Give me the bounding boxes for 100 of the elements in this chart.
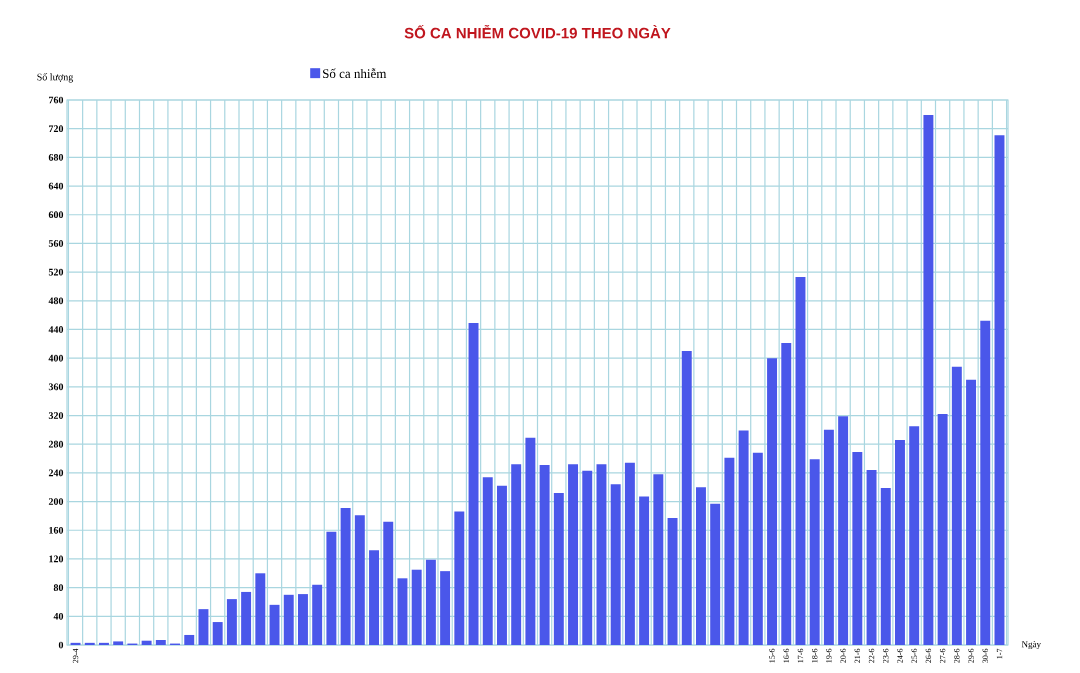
bar [866,470,877,645]
bar [838,416,849,645]
bar [667,518,678,645]
bar [681,350,692,645]
x-tick-label: 18-6 [811,648,818,663]
bar [184,634,195,645]
y-tick-label: 760 [49,96,64,104]
x-tick-label: 22-6 [868,648,875,663]
bar [980,320,991,645]
y-axis-title: Số lượng [37,73,74,83]
bar [582,470,593,645]
bar [752,452,763,645]
x-tick-label: 15-6 [769,648,775,663]
bar [966,379,977,645]
bar [767,358,778,645]
y-tick-label: 400 [48,354,64,362]
x-tick-label: 25-6 [911,648,917,663]
x-tick-label: 21-6 [854,648,861,663]
x-tick-label: 24-6 [897,648,903,663]
y-tick-label: 520 [48,268,64,276]
bar [880,487,891,645]
y-tick-label: 640 [48,182,64,190]
bar [340,508,351,645]
bar [624,462,635,645]
bar [895,439,905,645]
bar [937,414,948,645]
y-tick-label: 480 [48,297,64,305]
bar [653,474,664,645]
bar [553,492,564,645]
y-tick-label: 560 [48,240,64,247]
bar [923,115,934,645]
bar [241,591,252,645]
y-tick-label: 0 [58,641,64,649]
x-axis-title: Ngày [1021,640,1041,650]
bar [354,515,365,645]
bar [994,135,1005,645]
bar [639,496,650,645]
bar [823,429,834,645]
x-tick-label: 28-6 [954,648,960,663]
bar [326,531,337,645]
bar [411,569,422,645]
bar [596,464,607,645]
bar [496,485,507,645]
y-tick-label: 240 [48,469,64,477]
bar [269,604,280,645]
bar [113,641,124,645]
bar [781,343,792,645]
y-tick-label: 120 [49,555,64,563]
bar [696,487,706,645]
bar [283,594,294,645]
bar [212,622,223,645]
y-tick-label: 80 [53,584,64,591]
y-tick-label: 720 [49,125,64,133]
y-tick-label: 680 [48,153,64,161]
chart-title: SỐ CA NHIỄM COVID-19 THEO NGÀY [404,24,671,39]
bar [795,277,806,645]
y-tick-label: 320 [48,412,64,419]
x-tick-label: 29-6 [968,648,974,663]
y-tick-label: 360 [48,383,64,391]
x-tick-label: 20-6 [840,648,846,663]
y-tick-label: 600 [48,211,64,219]
y-tick-label: 40 [53,612,64,620]
bar [724,457,735,645]
bar [425,559,436,645]
x-tick-label: 26-6 [925,648,932,663]
x-tick-label: 16-6 [783,648,789,663]
bar [951,366,962,645]
bar [454,511,465,645]
x-tick-label: 27-6 [939,648,946,663]
bar [852,452,863,645]
x-tick-label: 23-6 [883,648,889,663]
x-tick-label: 30-6 [982,648,988,663]
bar [98,642,109,645]
bar [312,584,323,645]
bar [525,437,536,645]
x-tick-label: 19-6 [826,648,832,663]
bar [84,642,95,645]
bar [198,609,209,645]
x-tick-label: 29-4 [72,648,79,663]
legend-label: Số ca nhiễm [323,68,387,79]
bar [568,464,579,645]
bar [468,323,479,645]
bar [255,573,266,645]
bar [809,459,820,645]
bar [539,465,550,645]
y-tick-label: 160 [49,526,64,534]
bar [710,503,721,645]
bar [440,571,451,645]
bar [141,640,152,645]
x-tick-label: 17-6 [797,648,804,663]
bar [610,484,621,645]
bar [155,639,166,645]
bar [397,578,408,645]
bar [738,430,749,645]
bar [482,477,493,645]
y-tick-label: 440 [48,326,64,333]
y-tick-label: 280 [48,440,64,448]
bar [226,599,237,645]
bar [909,426,920,645]
x-tick-label: 1-7 [996,648,1003,659]
